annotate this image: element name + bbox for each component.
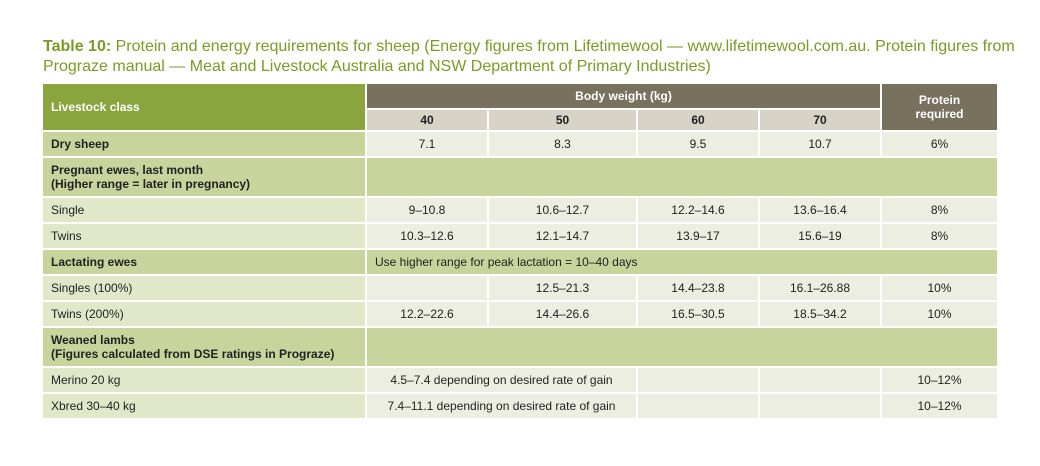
group-subtitle: (Figures calculated from DSE ratings in … bbox=[51, 347, 335, 361]
table-cell-protein: 6% bbox=[882, 132, 999, 158]
group-title: Weaned lambs bbox=[51, 333, 135, 347]
table-cell-protein: 8% bbox=[882, 224, 999, 250]
table-row: Xbred 30–40 kg 7.4–11.1 depending on des… bbox=[43, 394, 999, 420]
table-row: Single 9–10.8 10.6–12.7 12.2–14.6 13.6–1… bbox=[43, 198, 999, 224]
table-cell: 14.4–26.6 bbox=[489, 302, 638, 328]
table-cell-protein: 10–12% bbox=[882, 368, 999, 394]
table-row: Singles (100%) 12.5–21.3 14.4–23.8 16.1–… bbox=[43, 276, 999, 302]
table-cell-gain-note: 4.5–7.4 depending on desired rate of gai… bbox=[367, 368, 638, 394]
weights-row: 40 50 60 70 bbox=[43, 110, 999, 132]
table-cell: 8.3 bbox=[489, 132, 638, 158]
group-fill bbox=[367, 158, 999, 198]
table-cell bbox=[760, 368, 882, 394]
table-row: Dry sheep 7.1 8.3 9.5 10.7 6% bbox=[43, 132, 999, 158]
weight-60: 60 bbox=[638, 110, 760, 132]
header-protein-required: Protein required bbox=[882, 84, 999, 132]
table-row: Twins (200%) 12.2–22.6 14.4–26.6 16.5–30… bbox=[43, 302, 999, 328]
table-cell: 12.5–21.3 bbox=[489, 276, 638, 302]
table-cell: 12.2–14.6 bbox=[638, 198, 760, 224]
table-cell: 15.6–19 bbox=[760, 224, 882, 250]
table-cell: 13.6–16.4 bbox=[760, 198, 882, 224]
caption-label: Table 10: bbox=[43, 38, 112, 55]
table-cell: 16.5–30.5 bbox=[638, 302, 760, 328]
table-cell: 9.5 bbox=[638, 132, 760, 158]
weight-70: 70 bbox=[760, 110, 882, 132]
header-body-weight: Body weight (kg) bbox=[367, 84, 882, 110]
weight-50: 50 bbox=[489, 110, 638, 132]
group-label-pregnant: Pregnant ewes, last month (Higher range … bbox=[43, 158, 367, 198]
caption-text: Protein and energy requirements for shee… bbox=[43, 38, 1015, 75]
row-label-single: Single bbox=[43, 198, 367, 224]
row-label-merino: Merino 20 kg bbox=[43, 368, 367, 394]
table-cell: 9–10.8 bbox=[367, 198, 489, 224]
group-subtitle: (Higher range = later in pregnancy) bbox=[51, 177, 251, 191]
header-protein-line2: required bbox=[915, 107, 964, 121]
table-cell: 18.5–34.2 bbox=[760, 302, 882, 328]
row-label-lactating-ewes: Lactating ewes bbox=[43, 250, 367, 276]
table-row: Twins 10.3–12.6 12.1–14.7 13.9–17 15.6–1… bbox=[43, 224, 999, 250]
table-row: Merino 20 kg 4.5–7.4 depending on desire… bbox=[43, 368, 999, 394]
group-title: Pregnant ewes, last month bbox=[51, 163, 204, 177]
table-caption: Table 10: Protein and energy requirement… bbox=[43, 37, 1023, 77]
group-row-lactating: Lactating ewes Use higher range for peak… bbox=[43, 250, 999, 276]
row-label-xbred: Xbred 30–40 kg bbox=[43, 394, 367, 420]
group-row-pregnant: Pregnant ewes, last month (Higher range … bbox=[43, 158, 999, 198]
table-cell: 13.9–17 bbox=[638, 224, 760, 250]
lactating-note: Use higher range for peak lactation = 10… bbox=[367, 250, 999, 276]
table-cell-gain-note: 7.4–11.1 depending on desired rate of ga… bbox=[367, 394, 638, 420]
weight-40: 40 bbox=[367, 110, 489, 132]
header-protein-line1: Protein bbox=[918, 93, 961, 107]
row-label-dry-sheep: Dry sheep bbox=[43, 132, 367, 158]
table-cell-protein: 10% bbox=[882, 302, 999, 328]
group-fill bbox=[367, 328, 999, 368]
table-cell bbox=[367, 276, 489, 302]
table-cell: 10.6–12.7 bbox=[489, 198, 638, 224]
table-cell: 14.4–23.8 bbox=[638, 276, 760, 302]
table-cell: 12.1–14.7 bbox=[489, 224, 638, 250]
table-cell: 10.7 bbox=[760, 132, 882, 158]
table-cell-protein: 10–12% bbox=[882, 394, 999, 420]
group-label-weaned-lambs: Weaned lambs (Figures calculated from DS… bbox=[43, 328, 367, 368]
table-cell bbox=[638, 368, 760, 394]
row-label-singles-100: Singles (100%) bbox=[43, 276, 367, 302]
group-row-weaned: Weaned lambs (Figures calculated from DS… bbox=[43, 328, 999, 368]
table-cell-protein: 8% bbox=[882, 198, 999, 224]
row-label-twins: Twins bbox=[43, 224, 367, 250]
table-cell: 10.3–12.6 bbox=[367, 224, 489, 250]
table-cell: 12.2–22.6 bbox=[367, 302, 489, 328]
table-cell-protein: 10% bbox=[882, 276, 999, 302]
row-label-twins-200: Twins (200%) bbox=[43, 302, 367, 328]
header-livestock-class: Livestock class bbox=[43, 84, 367, 132]
requirements-table: Livestock class Body weight (kg) Protein… bbox=[43, 84, 999, 420]
header-row: Livestock class Body weight (kg) Protein… bbox=[43, 84, 999, 132]
table-cell bbox=[760, 394, 882, 420]
table-cell: 16.1–26.88 bbox=[760, 276, 882, 302]
table-cell bbox=[638, 394, 760, 420]
table-cell: 7.1 bbox=[367, 132, 489, 158]
